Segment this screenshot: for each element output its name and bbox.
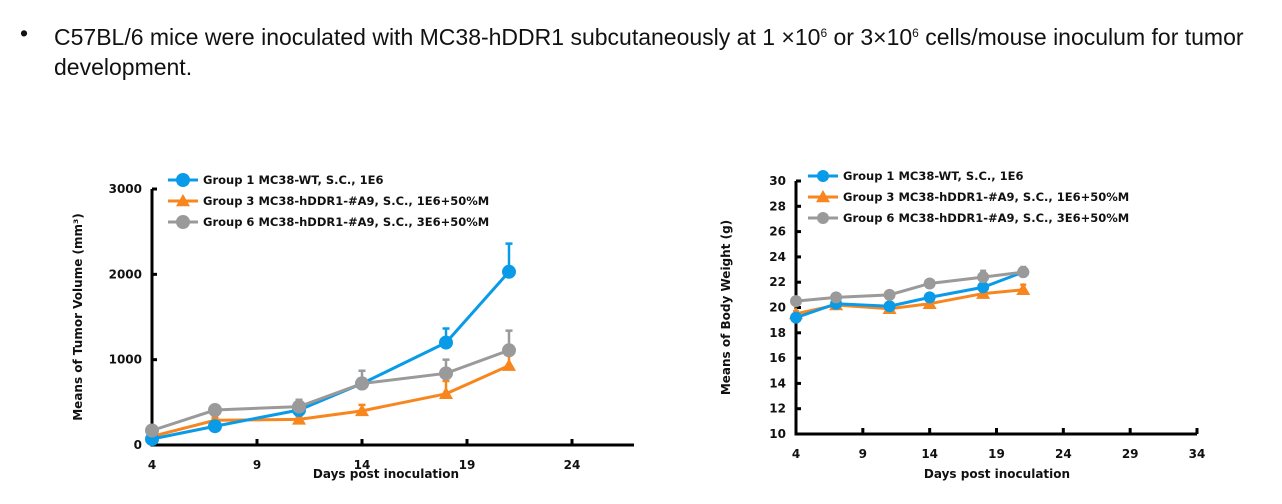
x-tick-label: 9 — [859, 447, 867, 461]
y-tick-label: 30 — [769, 174, 786, 188]
data-point — [923, 277, 936, 290]
data-point — [208, 403, 222, 418]
x-tick-label: 24 — [564, 458, 581, 472]
data-point — [790, 311, 802, 324]
y-tick-label: 14 — [769, 376, 786, 390]
data-point — [1017, 266, 1030, 279]
x-axis-title: Days post inoculation — [924, 467, 1070, 481]
x-tick-label: 19 — [988, 447, 1005, 461]
y-tick-label: 28 — [769, 199, 786, 213]
y-tick-label: 10 — [769, 427, 786, 441]
y-axis-title: Means of Tumor Volume (mm³) — [71, 213, 85, 421]
legend: Group 1 MC38-WT, S.C., 1E6 Group 3 MC38-h… — [168, 173, 489, 229]
chart-2: 10 12 14 16 18 20 22 24 26 28 30 4 9 14 19 24 29 34 Days p… — [719, 169, 1205, 481]
legend-label: Group 3 MC38-hDDR1-#A9, S.C., 1E6+50%M — [203, 194, 489, 208]
bullet-text-part2: or 3×10 — [827, 24, 913, 50]
data-point — [502, 343, 516, 358]
x-tick-label: 24 — [1055, 447, 1072, 461]
y-tick-label: 24 — [769, 250, 786, 264]
x-tick-label: 9 — [253, 458, 261, 472]
data-point — [502, 264, 516, 279]
data-point — [883, 300, 896, 313]
y-tick-label: 26 — [769, 225, 786, 239]
legend-label: Group 3 MC38-hDDR1-#A9, S.C., 1E6+50%M — [843, 190, 1129, 204]
y-tick-label: 0 — [134, 438, 142, 452]
data-point — [208, 419, 222, 434]
legend-item: Group 1 MC38-WT, S.C., 1E6 — [808, 169, 1024, 183]
data-point — [977, 281, 990, 294]
data-point — [977, 271, 990, 284]
legend-item: Group 3 MC38-hDDR1-#A9, S.C., 1E6+50%M — [808, 190, 1129, 204]
data-point — [292, 399, 306, 414]
data-point — [439, 335, 453, 350]
superscript-1: 6 — [820, 26, 828, 40]
x-tick-label: 19 — [459, 458, 476, 472]
x-tick-label: 34 — [1189, 447, 1206, 461]
legend-swatch-marker — [817, 170, 829, 182]
y-tick-label: 16 — [769, 351, 786, 365]
series-group6 — [790, 265, 1030, 308]
legend-label: Group 1 MC38-WT, S.C., 1E6 — [843, 169, 1024, 183]
y-tick-label: 22 — [769, 275, 786, 289]
legend-item: Group 1 MC38-WT, S.C., 1E6 — [168, 173, 384, 187]
legend-item: Group 6 MC38-hDDR1-#A9, S.C., 3E6+50%M — [808, 211, 1129, 225]
y-tick-label: 18 — [769, 326, 786, 340]
legend-label: Group 1 MC38-WT, S.C., 1E6 — [203, 173, 384, 187]
bullet-icon: • — [20, 20, 29, 46]
series-group6 — [145, 329, 516, 438]
data-point — [439, 366, 453, 381]
data-point — [790, 295, 802, 308]
series-line — [151, 364, 510, 438]
bullet-text-part3: cells/mouse inoculum for tumor developme… — [54, 24, 1244, 80]
x-axis-title: Days post inoculation — [313, 467, 459, 481]
legend-swatch-marker — [176, 173, 190, 187]
series-line — [151, 270, 511, 441]
chart-1: 0 1000 2000 3000 4 9 14 19 24 Days post inoculati… — [71, 173, 634, 481]
x-tick-label: 14 — [921, 447, 938, 461]
y-tick-label: 2000 — [109, 267, 142, 281]
legend-swatch-marker — [176, 215, 190, 229]
legend-item: Group 6 MC38-hDDR1-#A9, S.C., 3E6+50%M — [168, 215, 489, 229]
data-point — [923, 291, 936, 304]
bullet-text: C57BL/6 mice were inoculated with MC38-h… — [54, 18, 1274, 82]
x-tick-label: 4 — [792, 447, 800, 461]
bullet-text-part1: C57BL/6 mice were inoculated with MC38-h… — [54, 24, 821, 50]
data-point — [292, 412, 306, 425]
legend-swatch-marker — [816, 190, 830, 203]
y-tick-label: 12 — [769, 402, 786, 416]
superscript-2: 6 — [912, 26, 919, 40]
data-point — [502, 358, 516, 371]
y-tick-label: 1000 — [109, 353, 142, 367]
legend-label: Group 6 MC38-hDDR1-#A9, S.C., 3E6+50%M — [203, 215, 489, 229]
series-line — [795, 270, 1024, 320]
y-tick-label: 20 — [769, 301, 786, 315]
x-tick-label: 29 — [1122, 447, 1139, 461]
data-point — [1016, 282, 1031, 296]
x-tick-label: 14 — [354, 458, 371, 472]
legend-label: Group 6 MC38-hDDR1-#A9, S.C., 3E6+50%M — [843, 211, 1129, 225]
data-point — [883, 288, 896, 301]
x-tick-label: 4 — [148, 458, 156, 472]
data-point — [439, 386, 453, 400]
data-point — [355, 376, 369, 391]
data-point — [145, 423, 159, 438]
legend-swatch-marker — [176, 194, 190, 207]
y-axis-title: Means of Body Weight (g) — [719, 220, 733, 395]
series-line — [795, 270, 1024, 303]
y-tick-label: 3000 — [109, 182, 142, 196]
data-point — [830, 291, 843, 304]
legend: Group 1 MC38-WT, S.C., 1E6 Group 3 MC38-h… — [808, 169, 1129, 225]
legend-swatch-marker — [817, 212, 829, 224]
data-point — [355, 403, 369, 417]
series-line — [151, 348, 510, 432]
legend-item: Group 3 MC38-hDDR1-#A9, S.C., 1E6+50%M — [168, 194, 489, 208]
